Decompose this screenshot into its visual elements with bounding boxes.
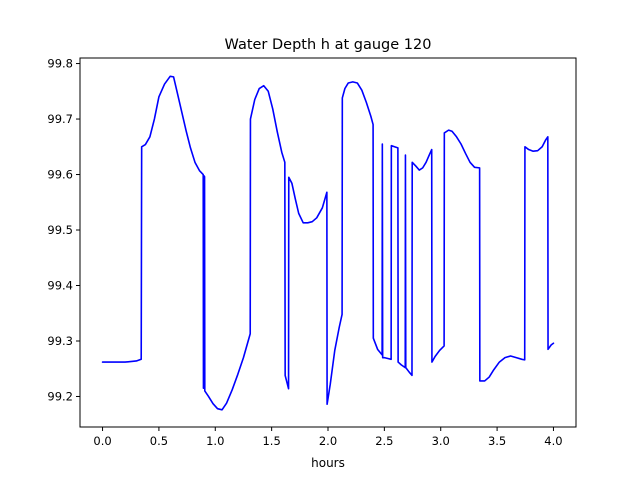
x-tick-label: 0.5 bbox=[150, 434, 168, 448]
x-tick-label: 0.0 bbox=[93, 434, 111, 448]
x-tick-label: 2.0 bbox=[319, 434, 337, 448]
x-tick-label: 3.0 bbox=[432, 434, 450, 448]
x-axis-label: hours bbox=[311, 456, 345, 470]
x-tick-label: 1.5 bbox=[262, 434, 280, 448]
y-tick-label: 99.8 bbox=[47, 57, 73, 71]
series-line-1 bbox=[101, 75, 555, 411]
x-tick-label: 1.0 bbox=[206, 434, 224, 448]
tick-layer: 0.0 0.5 1.0 1.5 2.0 2.5 3.0 3.5 4.0 99.2 99.3 99.4 9… bbox=[47, 57, 562, 448]
axes-frame bbox=[79, 57, 577, 428]
y-tick-label: 99.3 bbox=[47, 334, 73, 348]
y-tick-label: 99.7 bbox=[47, 112, 73, 126]
y-tick-label: 99.4 bbox=[47, 279, 73, 293]
plot-area bbox=[101, 75, 555, 411]
chart-title: Water Depth h at gauge 120 bbox=[225, 37, 432, 53]
x-tick-label: 2.5 bbox=[375, 434, 393, 448]
x-tick-label: 3.5 bbox=[488, 434, 506, 448]
y-tick-label: 99.5 bbox=[47, 223, 73, 237]
y-tick-label: 99.6 bbox=[47, 168, 73, 182]
x-tick-label: 4.0 bbox=[544, 434, 562, 448]
y-tick-label: 99.2 bbox=[47, 389, 73, 403]
